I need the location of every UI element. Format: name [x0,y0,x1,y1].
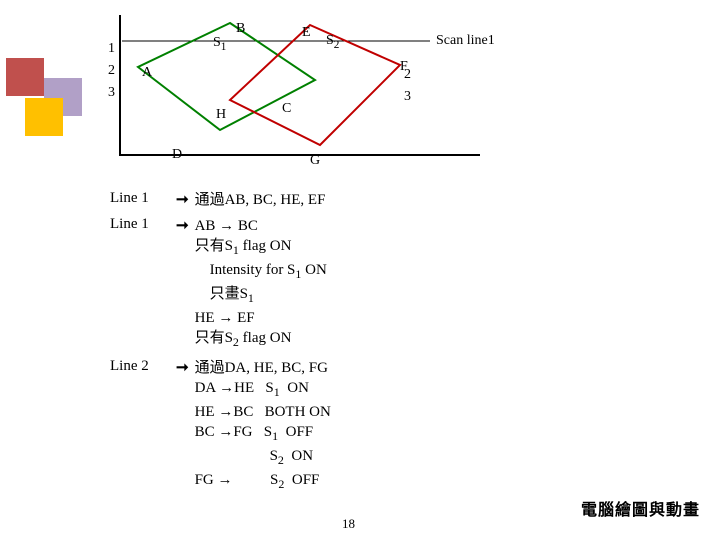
line-item: HE → EF [195,308,327,328]
footer-line: 電腦繪圖與動畫 [581,496,700,520]
line-item: 通過AB, BC, HE, EF [195,190,326,210]
right-num: 3 [404,89,411,105]
line-item: DA →HE S1 ON [195,378,331,402]
label-G: G [310,153,320,169]
page-number: 18 [342,516,355,532]
line-prefix: Line 1 [110,216,170,233]
line-items: 通過DA, HE, BC, FGDA →HE S1 ONHE →BC BOTH … [195,358,331,494]
label-H: H [216,107,226,123]
label-S2: S2 [326,33,339,51]
line-item: Intensity for S1 ON [195,260,327,284]
line-item: 只畫S1 [195,284,327,308]
line-prefix: Line 2 [110,358,170,375]
text-group: Line 1➞通過AB, BC, HE, EF [110,190,510,210]
line-prefix: Line 1 [110,190,170,207]
label-D: D [172,147,182,163]
line-item: 只有S1 flag ON [195,236,327,260]
diagram: BES1S2AFHCDG123Scan line123 [100,5,520,185]
arrow-icon: ➞ [170,190,195,209]
scanline-label: Scan line1 [436,33,495,49]
left-num: 2 [108,63,115,79]
line-item: BC →FG S1 OFF [195,422,331,446]
line-item: 只有S2 flag ON [195,328,327,352]
left-num: 1 [108,41,115,57]
label-C: C [282,101,291,117]
left-num: 3 [108,85,115,101]
label-B: B [236,21,245,37]
footer-title: 電腦繪圖與動畫 [581,496,700,520]
label-S1: S1 [213,35,226,53]
decor-square [6,58,44,96]
right-num: 2 [404,67,411,83]
line-item: FG → S2 OFF [195,470,331,494]
arrow-icon: ➞ [170,216,195,235]
line-items: 通過AB, BC, HE, EF [195,190,326,210]
line-item: 通過DA, HE, BC, FG [195,358,331,378]
line-items: AB → BC只有S1 flag ON Intensity for S1 ON … [195,216,327,352]
line-item: S2 ON [195,446,331,470]
label-E: E [302,25,311,41]
line-item: AB → BC [195,216,327,236]
line-item: HE →BC BOTH ON [195,402,331,422]
label-A: A [142,65,152,81]
arrow-icon: ➞ [170,358,195,377]
decor-square [25,98,63,136]
text-group: Line 2➞通過DA, HE, BC, FGDA →HE S1 ONHE →B… [110,358,510,494]
algorithm-text: Line 1➞通過AB, BC, HE, EFLine 1➞AB → BC只有S… [110,190,510,500]
text-group: Line 1➞AB → BC只有S1 flag ON Intensity for… [110,216,510,352]
